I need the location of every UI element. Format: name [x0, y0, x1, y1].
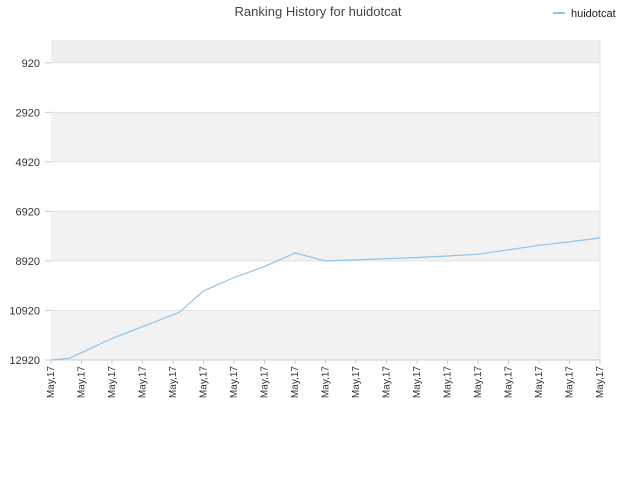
x-tick-label: May,17	[565, 366, 576, 398]
y-axis-ticks: 920 2920 4920 6920 8920 10920 12920	[9, 58, 51, 367]
plot-band	[51, 62, 600, 113]
x-tick-label: May,17	[107, 366, 118, 398]
plot-band	[51, 161, 600, 212]
x-tick-label: May,17	[168, 366, 179, 398]
chart-title: Ranking History for huidotcat	[235, 4, 402, 19]
x-tick-label: May,17	[46, 366, 57, 398]
x-tick-label: May,17	[595, 366, 606, 398]
y-tick-label: 6920	[16, 206, 40, 218]
x-tick-label: May,17	[351, 366, 362, 398]
series-line-huidotcat	[50, 237, 601, 361]
x-axis-ticks: May,17 May,17 May,17 May,17 May,17 May,17 May,…	[46, 360, 606, 398]
x-tick-label: May,17	[229, 366, 240, 398]
y-tick-label: 4920	[16, 157, 40, 169]
x-tick-label: May,17	[382, 366, 393, 398]
x-tick-label: May,17	[473, 366, 484, 398]
x-tick-label: May,17	[199, 366, 210, 398]
x-tick-label: May,17	[534, 366, 545, 398]
y-tick-label: 10920	[9, 305, 40, 317]
x-tick-label: May,17	[504, 366, 515, 398]
plot-band	[51, 112, 600, 162]
plot-bands	[51, 40, 600, 360]
x-tick-label: May,17	[290, 366, 301, 398]
plot-band	[51, 40, 600, 63]
y-tick-label: 12920	[9, 355, 40, 367]
x-tick-label: May,17	[77, 366, 88, 398]
x-tick-label: May,17	[260, 366, 271, 398]
plot-band	[51, 211, 600, 261]
x-tick-label: May,17	[321, 366, 332, 398]
legend[interactable]: huidotcat	[553, 8, 616, 20]
y-tick-label: 8920	[16, 256, 40, 268]
y-tick-label: 2920	[16, 107, 40, 119]
x-tick-label: May,17	[138, 366, 149, 398]
x-tick-label: May,17	[443, 366, 454, 398]
legend-label-huidotcat: huidotcat	[571, 8, 616, 20]
y-tick-label: 920	[22, 58, 40, 70]
plot-band	[51, 310, 600, 360]
x-tick-label: May,17	[412, 366, 423, 398]
plot-band	[51, 260, 600, 311]
